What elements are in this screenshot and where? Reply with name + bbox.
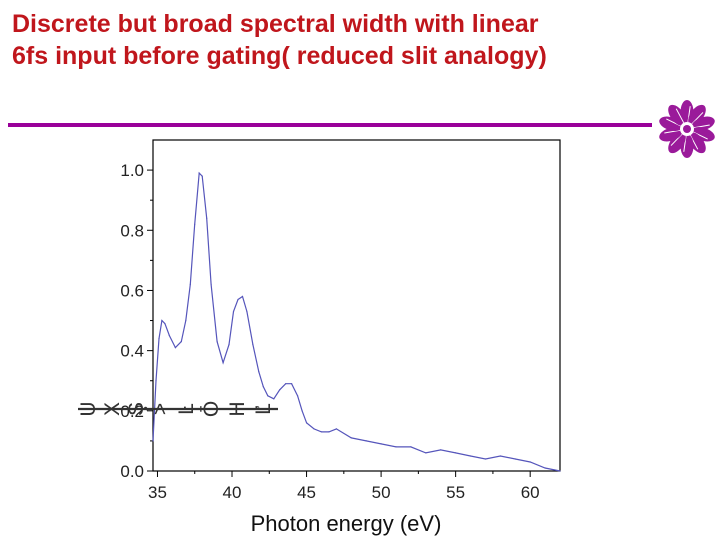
- overlay-glyph: >: [149, 403, 172, 415]
- overlay-glyph: H: [226, 401, 249, 416]
- series-point: [380, 443, 382, 445]
- series-point: [174, 347, 176, 349]
- series-point: [440, 449, 442, 451]
- y-tick-label: 0.2: [120, 402, 144, 421]
- y-tick-label: 0.6: [120, 281, 144, 300]
- series-point: [410, 446, 412, 448]
- flower-core: [683, 125, 691, 133]
- series-point: [306, 422, 308, 424]
- series-point: [262, 386, 264, 388]
- series-point: [155, 380, 157, 382]
- series-point: [499, 455, 501, 457]
- series-point: [395, 446, 397, 448]
- series-point: [297, 395, 299, 397]
- series-point: [279, 389, 281, 391]
- y-axis: 0.0 0.2 0.4 0.6 0.8 1.0: [120, 161, 153, 481]
- series-point: [164, 323, 166, 325]
- x-axis: 35 40 45 50 55 60: [148, 471, 540, 502]
- series-point: [189, 283, 191, 285]
- flower-petal: [668, 104, 686, 126]
- y-tick-label: 0.4: [120, 342, 144, 361]
- series-point: [198, 172, 200, 174]
- series-point: [206, 217, 208, 219]
- flower-petal: [668, 132, 686, 154]
- overlay-glyph: Ľ: [252, 403, 275, 415]
- series-point: [158, 338, 160, 340]
- x-tick-label: 40: [223, 483, 242, 502]
- series-point: [544, 467, 546, 469]
- y-tick-label: 0.0: [120, 462, 144, 481]
- slide-title-line-2: 6fs input before gating( reduced slit an…: [12, 42, 547, 70]
- flower-logo-icon: [659, 100, 715, 158]
- series-point: [201, 175, 203, 177]
- x-axis-title: Photon energy (eV): [251, 511, 442, 536]
- series-points-spectrum: [152, 172, 561, 472]
- series-point: [267, 395, 269, 397]
- y-tick-label: 0.8: [120, 221, 144, 240]
- slide-title-line-1: Discrete but broad spectral width with l…: [12, 10, 539, 38]
- series-point: [455, 452, 457, 454]
- series-point: [291, 383, 293, 385]
- series-point: [168, 335, 170, 337]
- series-point: [180, 341, 182, 343]
- y-tick-label: 1.0: [120, 161, 144, 180]
- overlay-glyph: Ş: [125, 402, 148, 416]
- series-point: [529, 461, 531, 463]
- series-point: [228, 344, 230, 346]
- series-point: [425, 452, 427, 454]
- series-point: [469, 455, 472, 457]
- series-point: [559, 470, 561, 472]
- series-point: [237, 298, 239, 301]
- series-point: [350, 437, 352, 439]
- series-point: [152, 440, 154, 442]
- flower-petals: [659, 100, 715, 158]
- overlay-glyph: X: [101, 402, 124, 416]
- x-tick-label: 55: [446, 483, 465, 502]
- series-point: [484, 458, 487, 460]
- series-point: [365, 440, 367, 442]
- overlay-glyph: Ŀ: [175, 403, 198, 415]
- series-point: [285, 383, 287, 385]
- x-tick-label: 35: [148, 483, 167, 502]
- overlay-glyph-group: U X Ş > Ŀ Ō H Ľ: [77, 401, 275, 417]
- flower-petal-vein: [675, 108, 685, 124]
- series-point: [161, 319, 163, 322]
- series-point: [185, 319, 187, 322]
- series-point: [241, 295, 244, 298]
- series-point: [328, 431, 330, 433]
- x-tick-label: 45: [297, 483, 316, 502]
- series-line-spectrum: [152, 171, 561, 472]
- series-point: [301, 410, 303, 412]
- series-point: [194, 223, 196, 225]
- slide-title: Discrete but broad spectral width with l…: [12, 8, 712, 72]
- series-point: [273, 398, 275, 400]
- series-point: [222, 362, 224, 364]
- series-point: [246, 310, 248, 313]
- series-point: [210, 283, 212, 285]
- overlay-glyph: U: [77, 401, 100, 416]
- series-point: [258, 371, 260, 373]
- series-point: [313, 428, 315, 430]
- overlay-glyph: Ō: [200, 401, 223, 417]
- series-point: [335, 428, 337, 430]
- series-point: [232, 310, 235, 313]
- series-point: [320, 431, 323, 433]
- x-tick-label: 50: [372, 483, 391, 502]
- series-point: [514, 458, 516, 460]
- title-divider-rule: [8, 123, 652, 127]
- series-point: [216, 341, 218, 343]
- x-tick-label: 60: [521, 483, 540, 502]
- flower-petal: [688, 132, 706, 154]
- flower-petal: [688, 104, 706, 126]
- plot-frame: [152, 139, 561, 472]
- series-point: [252, 344, 254, 346]
